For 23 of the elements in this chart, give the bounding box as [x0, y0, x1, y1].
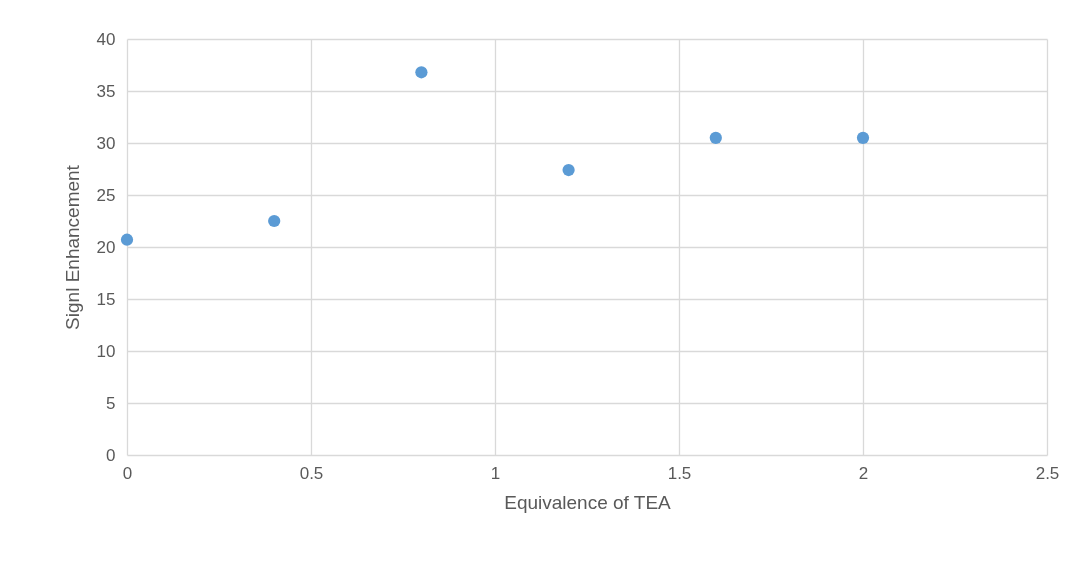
y-tick-label: 30	[96, 133, 116, 153]
x-tick-label: 0.5	[299, 463, 324, 483]
point	[856, 131, 870, 144]
point	[415, 66, 428, 79]
point	[562, 163, 575, 177]
y-tick-label: 35	[96, 81, 116, 101]
x-tick-label: 2.5	[1035, 463, 1060, 483]
x-tick-label: 0	[122, 463, 133, 483]
x-axis-title: Equivalence of TEA	[504, 491, 672, 513]
y-tick-label: 10	[96, 341, 116, 361]
y-tick-label: 40	[96, 29, 116, 49]
y-axis-title: Signl Enhancement	[61, 164, 83, 330]
x-tick-label: 1.5	[667, 463, 692, 483]
point	[709, 131, 722, 144]
point	[268, 214, 281, 228]
x-tick-label: 1	[490, 463, 501, 483]
y-tick-label: 5	[106, 393, 116, 413]
y-tick-label: 0	[106, 445, 116, 465]
x-tick-label: 2	[858, 463, 869, 483]
y-tick-label: 20	[96, 237, 116, 257]
y-tick-label: 15	[96, 289, 116, 309]
y-tick-label: 25	[96, 185, 116, 205]
point	[120, 233, 134, 246]
